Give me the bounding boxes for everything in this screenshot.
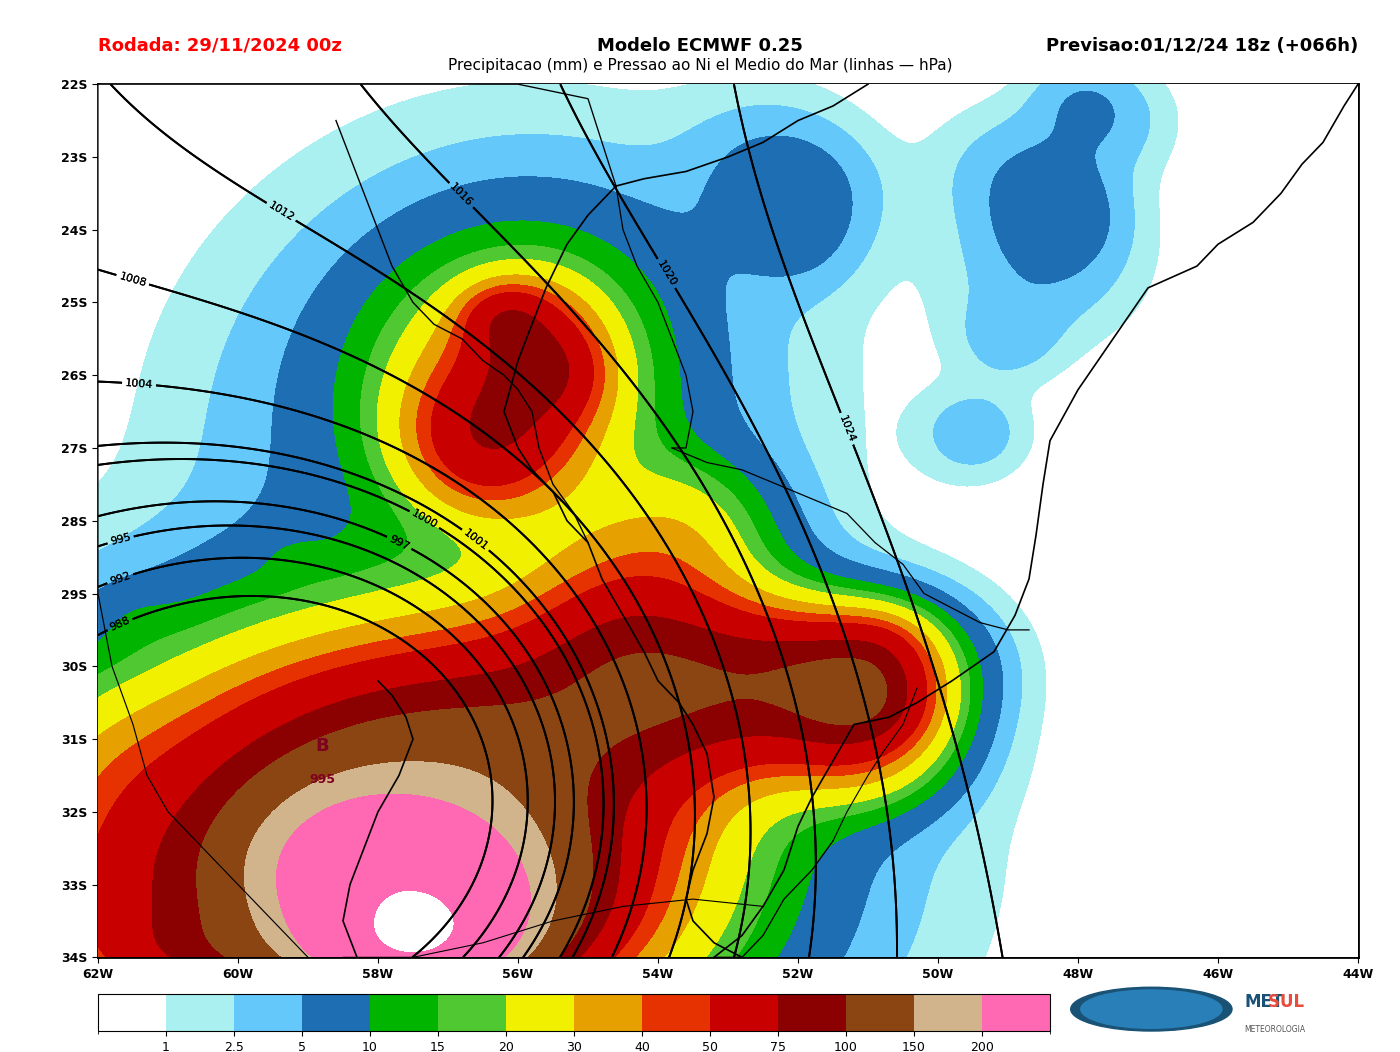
Text: 1020: 1020 [655, 259, 678, 288]
Text: SUL: SUL [1245, 993, 1303, 1011]
Text: 988: 988 [108, 615, 132, 633]
Text: Rodada: 29/11/2024 00z: Rodada: 29/11/2024 00z [98, 37, 342, 55]
Text: 997: 997 [388, 533, 412, 552]
Text: 1004: 1004 [125, 378, 154, 390]
Text: METEOROLOGIA: METEOROLOGIA [1245, 1025, 1306, 1034]
Text: MET: MET [1245, 993, 1284, 1011]
Text: 1008: 1008 [118, 271, 147, 288]
Text: 1000: 1000 [410, 508, 440, 530]
Text: 992: 992 [108, 570, 132, 587]
Text: 1024: 1024 [837, 413, 857, 444]
Text: Previsao:01/12/24 18z (+066h): Previsao:01/12/24 18z (+066h) [1046, 37, 1358, 55]
Text: 1008: 1008 [118, 271, 147, 288]
Text: 1012: 1012 [266, 200, 295, 223]
Text: 1020: 1020 [655, 259, 678, 288]
Text: 1024: 1024 [837, 413, 857, 444]
Text: 1012: 1012 [266, 200, 295, 223]
Text: Precipitacao (mm) e Pressao ao Ni el Medio do Mar (linhas — hPa): Precipitacao (mm) e Pressao ao Ni el Med… [448, 58, 952, 73]
Text: 1001: 1001 [462, 527, 490, 552]
Text: 1004: 1004 [125, 378, 154, 390]
Text: B: B [315, 737, 329, 755]
Text: 995: 995 [309, 772, 335, 786]
Text: Modelo ECMWF 0.25: Modelo ECMWF 0.25 [596, 37, 804, 55]
Text: 995: 995 [109, 532, 132, 547]
Text: 992: 992 [108, 570, 132, 587]
Text: 997: 997 [388, 533, 412, 552]
Text: 1016: 1016 [448, 182, 475, 208]
Circle shape [1081, 990, 1222, 1028]
Text: 1001: 1001 [462, 527, 490, 552]
Circle shape [1071, 987, 1232, 1031]
Text: 1016: 1016 [448, 182, 475, 208]
Text: 988: 988 [108, 615, 132, 633]
Text: 1000: 1000 [410, 508, 440, 530]
Text: 995: 995 [109, 532, 132, 547]
